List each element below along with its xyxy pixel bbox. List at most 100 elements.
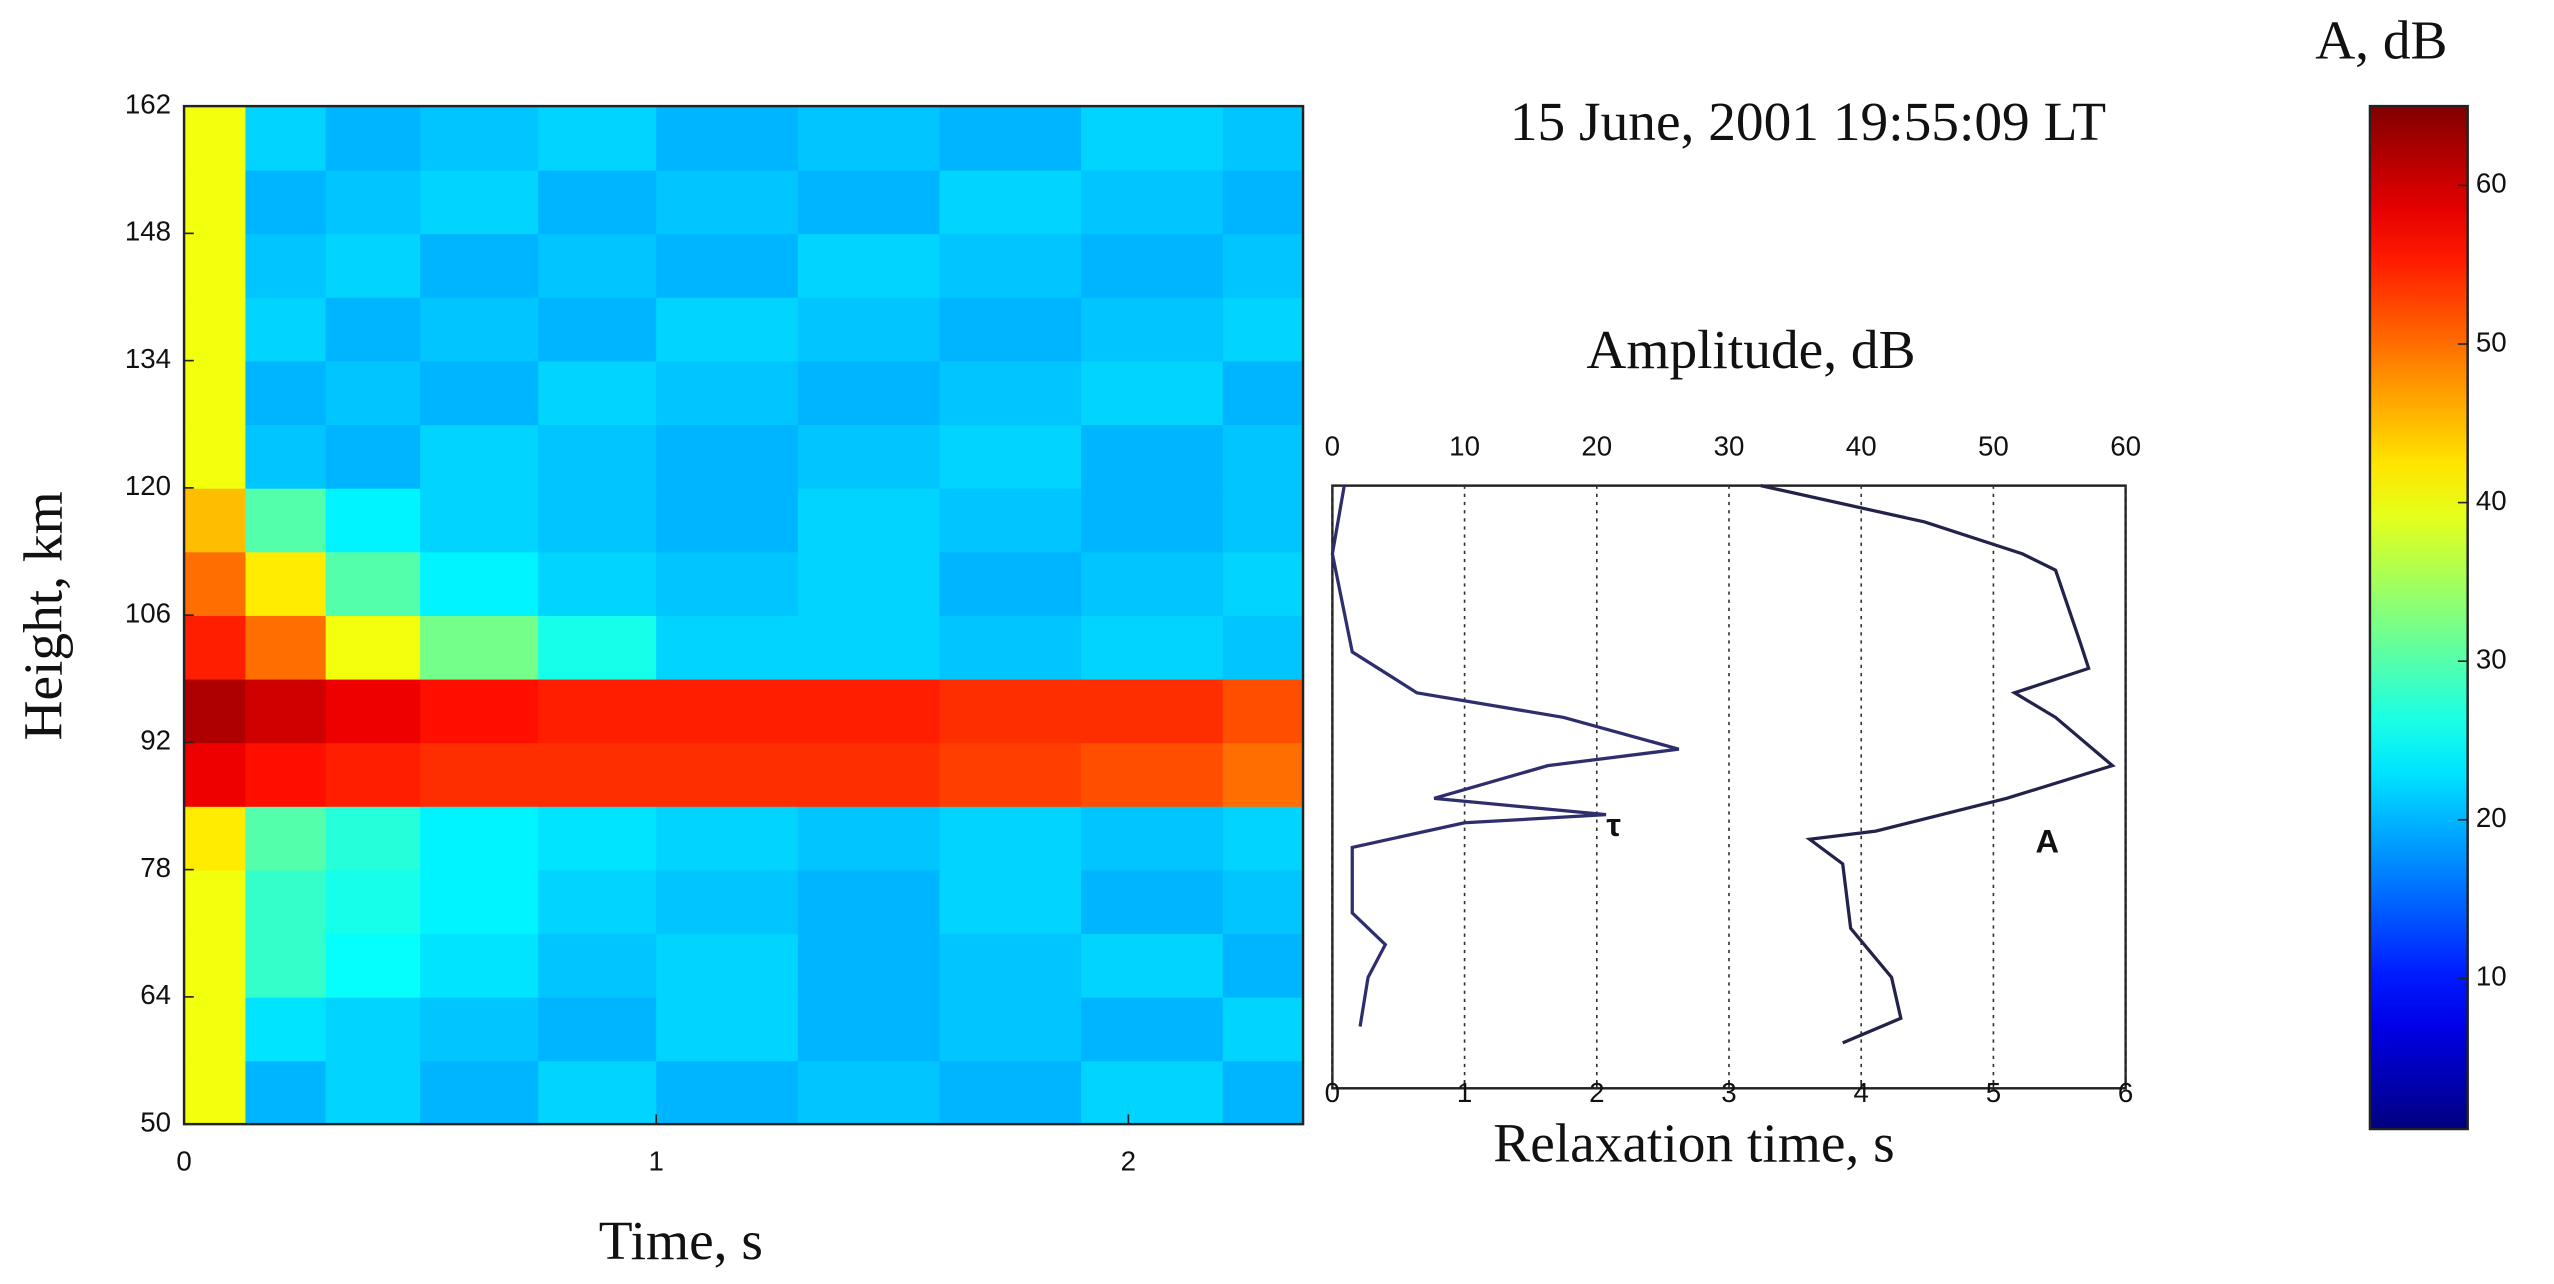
top-axis-label: Amplitude, dB xyxy=(1586,319,1915,380)
heatmap-cell xyxy=(1081,551,1224,616)
heatmap-cell xyxy=(184,1060,247,1125)
colorbar-tick-label: 10 xyxy=(2476,961,2507,992)
heatmap-cell xyxy=(245,424,327,489)
heatmap-cell xyxy=(184,551,247,616)
heatmap-cell xyxy=(1081,360,1224,426)
heatmap-cell xyxy=(420,933,539,998)
heatmap-cell xyxy=(797,487,941,553)
heatmap-cell xyxy=(939,551,1082,616)
bottom-tick-label: 3 xyxy=(1721,1077,1736,1108)
heatmap-cell xyxy=(656,996,799,1062)
heatmap-cell xyxy=(1081,996,1224,1062)
y-tick-label: 120 xyxy=(125,470,171,501)
heatmap-cell xyxy=(1081,678,1224,744)
heatmap-cell xyxy=(325,169,421,235)
heatmap-cell xyxy=(1081,615,1224,680)
heatmap-cell xyxy=(797,869,941,935)
colorbar xyxy=(2368,104,2469,1131)
heatmap-cell xyxy=(1222,996,1304,1062)
heatmap-cell xyxy=(184,487,247,553)
bottom-tick-label: 2 xyxy=(1589,1077,1604,1108)
heatmap-cell xyxy=(420,806,539,871)
colorbar-tick-label: 60 xyxy=(2476,168,2507,199)
heatmap-cell xyxy=(420,487,539,553)
heatmap-cell xyxy=(939,169,1082,235)
heatmap-cell xyxy=(939,360,1082,426)
heatmap-cell xyxy=(538,296,658,362)
heatmap-cell xyxy=(420,360,539,426)
heatmap-cell xyxy=(797,360,941,426)
heatmap-cell xyxy=(245,933,327,998)
heatmap-cell xyxy=(797,233,941,298)
heatmap-cell xyxy=(245,296,327,362)
heatmap-cell xyxy=(1222,233,1304,298)
heatmap-cell xyxy=(538,806,658,871)
heatmap-cell xyxy=(538,169,658,235)
heatmap-cell xyxy=(939,233,1082,298)
heatmap-cell xyxy=(245,551,327,616)
heatmap-cell xyxy=(420,996,539,1062)
bottom-tick-label: 5 xyxy=(1986,1077,2001,1108)
heatmap-cell xyxy=(797,742,941,807)
heatmap-cell xyxy=(184,678,247,744)
heatmap-cell xyxy=(797,933,941,998)
heatmap-cell xyxy=(245,169,327,235)
heatmap-cell xyxy=(245,360,327,426)
heatmap-cell xyxy=(1081,487,1224,553)
heatmap-cell xyxy=(656,296,799,362)
heatmap-cell xyxy=(184,869,247,935)
heatmap-cell xyxy=(325,360,421,426)
top-tick-label: 10 xyxy=(1449,430,1480,461)
heatmap-cell xyxy=(245,1060,327,1125)
colorbar-tick-label: 50 xyxy=(2476,326,2507,357)
heatmap-cell xyxy=(184,933,247,998)
heatmap-cell xyxy=(939,424,1082,489)
heatmap-cell xyxy=(656,169,799,235)
heatmap-cell xyxy=(939,1060,1082,1125)
heatmap-cell xyxy=(1081,933,1224,998)
heatmap-cell xyxy=(656,360,799,426)
heatmap-cell xyxy=(939,106,1082,171)
y-tick-label: 92 xyxy=(140,725,171,756)
heatmap-cell xyxy=(797,1060,941,1125)
heatmap-cell xyxy=(797,551,941,616)
heatmap-cell xyxy=(797,996,941,1062)
heatmap-cell xyxy=(538,106,658,171)
heatmap-cell xyxy=(656,742,799,807)
heatmap-cell xyxy=(420,296,539,362)
heatmap-cell xyxy=(325,296,421,362)
heatmap-cell xyxy=(1222,169,1304,235)
heatmap-cell xyxy=(325,933,421,998)
heatmap-cell xyxy=(538,487,658,553)
heatmap-cell xyxy=(797,806,941,871)
heatmap-cell xyxy=(1081,742,1224,807)
heatmap-cell xyxy=(325,551,421,616)
heatmap-cell xyxy=(939,869,1082,935)
profile-line xyxy=(1760,484,2116,1045)
heatmap-cell xyxy=(420,742,539,807)
title: 15 June, 2001 19:55:09 LT xyxy=(1510,91,2106,152)
heatmap-cell xyxy=(420,678,539,744)
heatmap-cell xyxy=(939,615,1082,680)
x-tick-label: 1 xyxy=(649,1146,664,1177)
top-tick-label: 0 xyxy=(1325,430,1340,461)
heatmap-cell xyxy=(420,615,539,680)
heatmap-cell xyxy=(538,551,658,616)
heatmap-cell xyxy=(656,678,799,744)
top-tick-label: 60 xyxy=(2110,430,2141,461)
bottom-tick-label: 4 xyxy=(1854,1077,1869,1108)
heatmap-cell xyxy=(939,933,1082,998)
heatmap-cell xyxy=(325,615,421,680)
heatmap-cell xyxy=(245,678,327,744)
heatmap-cell xyxy=(420,1060,539,1125)
heatmap-cell xyxy=(797,424,941,489)
heatmap-cell xyxy=(245,869,327,935)
heatmap-cell xyxy=(538,678,658,744)
heatmap-cell xyxy=(538,424,658,489)
heatmap-cell xyxy=(656,933,799,998)
heatmap-cell xyxy=(797,106,941,171)
heatmap-cell xyxy=(1081,424,1224,489)
top-tick-label: 40 xyxy=(1846,430,1877,461)
